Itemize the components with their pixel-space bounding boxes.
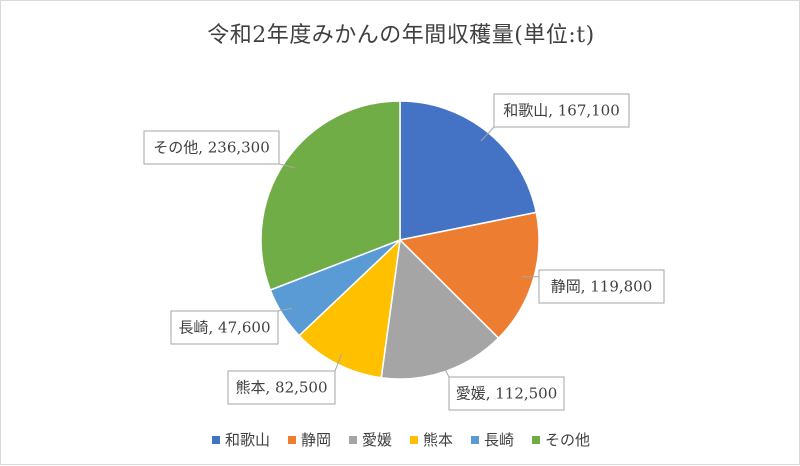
legend-item: 和歌山 bbox=[211, 429, 270, 450]
data-label-box bbox=[170, 310, 279, 345]
legend: 和歌山 静岡 愛媛 熊本 長崎 その他 bbox=[1, 429, 800, 450]
legend-swatch bbox=[410, 435, 418, 444]
legend-swatch bbox=[348, 435, 357, 444]
pie-slice-6 bbox=[260, 100, 401, 291]
legend-swatch bbox=[532, 435, 541, 444]
pie-slice-4 bbox=[298, 237, 402, 379]
legend-label: 静岡 bbox=[300, 431, 331, 449]
legend-swatch bbox=[287, 435, 296, 444]
pie-slice-2 bbox=[398, 211, 540, 340]
legend-item: 静岡 bbox=[287, 429, 331, 450]
data-label: 愛媛, 112,500 bbox=[456, 385, 558, 403]
data-label-box bbox=[227, 370, 336, 405]
legend-swatch bbox=[471, 435, 480, 444]
legend-label: 和歌山 bbox=[224, 431, 270, 449]
legend-item: 熊本 bbox=[410, 429, 453, 450]
data-label-box bbox=[448, 376, 565, 411]
legend-label: その他 bbox=[545, 431, 591, 449]
legend-item: その他 bbox=[532, 429, 590, 450]
legend-label: 熊本 bbox=[423, 431, 454, 449]
pie-slice-3 bbox=[380, 238, 500, 380]
data-label: 熊本, 82,500 bbox=[235, 379, 327, 397]
chart-title: 令和2年度みかんの年間収穫量(単位:t) bbox=[207, 23, 595, 48]
legend-item: 長崎 bbox=[471, 429, 514, 450]
leader-line bbox=[277, 307, 292, 312]
data-label-box bbox=[538, 269, 665, 304]
leader-line bbox=[440, 360, 450, 378]
data-label: 長崎, 47,600 bbox=[178, 319, 270, 337]
data-label-box bbox=[143, 130, 280, 165]
data-label-box bbox=[493, 93, 630, 128]
data-label: 静岡, 119,800 bbox=[551, 278, 653, 296]
data-label: その他, 236,300 bbox=[153, 139, 270, 157]
legend-label: 長崎 bbox=[484, 431, 515, 449]
legend-label: 愛媛 bbox=[361, 431, 392, 449]
leader-line bbox=[480, 126, 495, 142]
legend-swatch bbox=[211, 435, 220, 444]
leader-line bbox=[278, 163, 295, 169]
pie-slice-1 bbox=[399, 100, 538, 241]
leader-line bbox=[334, 353, 343, 372]
data-label: 和歌山, 167,100 bbox=[503, 102, 620, 120]
legend-item: 愛媛 bbox=[348, 429, 392, 450]
